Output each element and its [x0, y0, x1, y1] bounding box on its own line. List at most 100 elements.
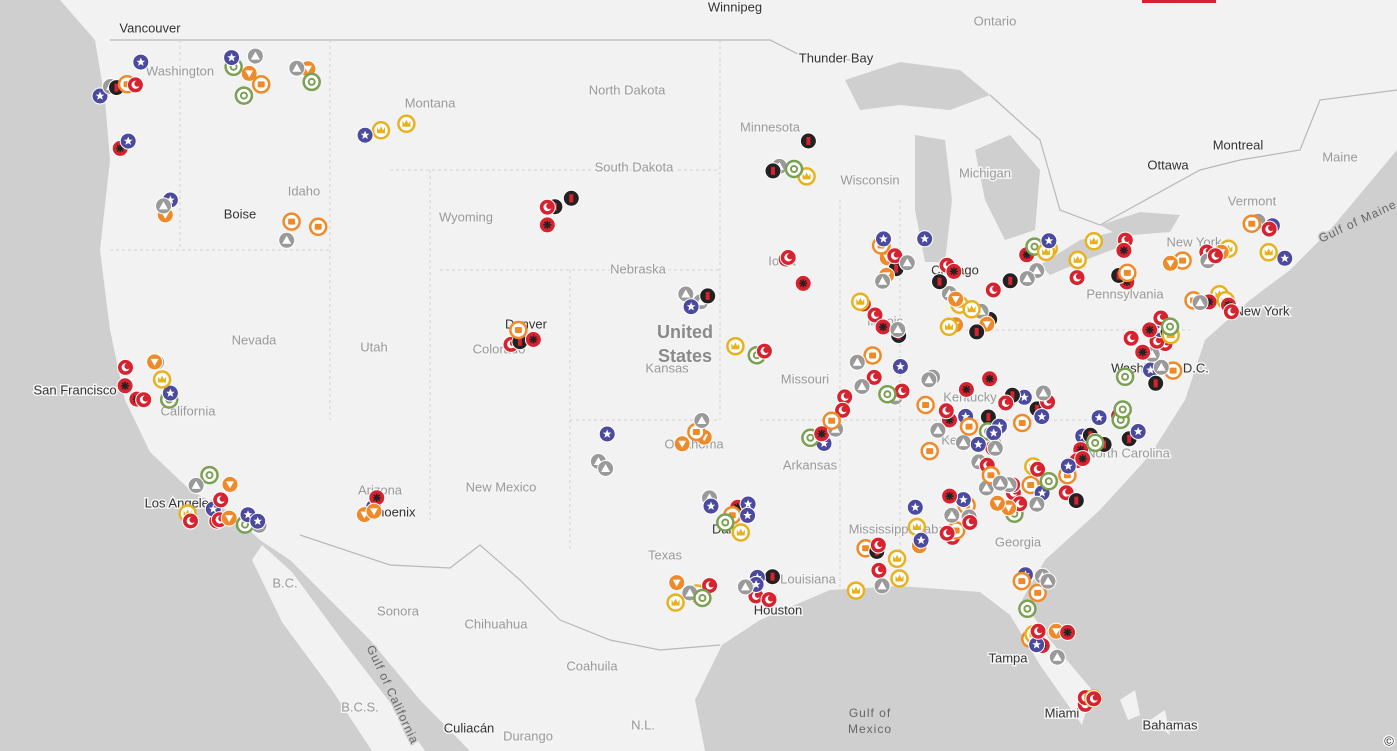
map-marker[interactable] — [984, 281, 1002, 299]
map-marker[interactable] — [91, 87, 109, 105]
map-marker[interactable] — [939, 317, 959, 337]
map-marker[interactable] — [682, 298, 700, 316]
map-marker[interactable] — [699, 287, 717, 305]
map-marker[interactable] — [870, 561, 888, 579]
map-marker[interactable] — [1141, 321, 1159, 339]
map-marker[interactable] — [878, 384, 897, 404]
map-marker[interactable] — [1191, 294, 1209, 312]
map-marker[interactable] — [920, 371, 938, 389]
map-marker[interactable] — [1122, 329, 1140, 347]
map-marker[interactable] — [538, 216, 556, 234]
map-marker[interactable] — [693, 412, 711, 429]
map-marker[interactable] — [702, 497, 720, 515]
map-marker[interactable] — [687, 422, 706, 442]
map-marker[interactable] — [891, 358, 909, 375]
map-marker[interactable] — [1259, 243, 1278, 262]
map-marker[interactable] — [739, 506, 757, 524]
map-marker[interactable] — [874, 318, 892, 336]
map-marker[interactable] — [920, 441, 939, 461]
map-marker[interactable] — [853, 378, 871, 395]
map-marker[interactable] — [1074, 450, 1092, 468]
map-marker[interactable] — [1113, 400, 1132, 419]
map-marker[interactable] — [308, 217, 328, 237]
map-marker[interactable] — [152, 370, 172, 389]
map-marker[interactable] — [986, 439, 1004, 457]
map-marker[interactable] — [985, 424, 1003, 442]
map-marker[interactable] — [961, 514, 979, 531]
map-marker[interactable] — [251, 75, 271, 94]
map-marker[interactable] — [1160, 317, 1180, 336]
map-marker[interactable] — [736, 578, 754, 596]
map-marker[interactable] — [869, 536, 887, 554]
map-marker[interactable] — [1085, 690, 1103, 708]
map-marker[interactable] — [912, 531, 930, 549]
map-marker[interactable] — [200, 465, 219, 485]
map-marker[interactable] — [146, 353, 164, 371]
map-marker[interactable] — [368, 489, 386, 507]
map-marker[interactable] — [1115, 367, 1135, 387]
map-marker[interactable] — [1242, 214, 1262, 233]
map-marker[interactable] — [1222, 303, 1240, 321]
map-marker[interactable] — [794, 274, 812, 292]
map-marker[interactable] — [1118, 263, 1137, 283]
map-marker[interactable] — [764, 568, 781, 586]
map-marker[interactable] — [282, 212, 301, 231]
map-marker[interactable] — [945, 262, 963, 280]
map-marker[interactable] — [1012, 571, 1032, 591]
map-marker[interactable] — [916, 230, 934, 248]
map-marker[interactable] — [220, 509, 238, 527]
map-marker[interactable] — [249, 512, 267, 530]
map-marker[interactable] — [1028, 583, 1047, 603]
map-marker[interactable] — [1206, 247, 1224, 265]
map-marker[interactable] — [1059, 623, 1077, 641]
map-marker[interactable] — [1040, 232, 1058, 250]
map-marker[interactable] — [726, 336, 745, 356]
map-marker[interactable] — [1012, 413, 1032, 433]
map-marker[interactable] — [509, 320, 528, 340]
map-marker[interactable] — [371, 121, 391, 140]
map-marker[interactable] — [1018, 270, 1036, 288]
map-marker[interactable] — [731, 523, 751, 542]
map-marker[interactable] — [1021, 475, 1040, 495]
map-marker[interactable] — [234, 86, 254, 105]
map-marker[interactable] — [116, 377, 134, 395]
map-marker[interactable] — [598, 425, 616, 443]
map-marker[interactable] — [187, 476, 205, 494]
map-marker[interactable] — [132, 53, 150, 71]
map-marker[interactable] — [1001, 272, 1019, 290]
map-marker[interactable] — [302, 72, 321, 92]
map-marker[interactable] — [716, 513, 735, 532]
map-marker[interactable] — [1260, 220, 1278, 238]
map-marker[interactable] — [755, 342, 773, 360]
map-marker[interactable] — [890, 569, 909, 588]
map-marker[interactable] — [906, 498, 924, 516]
map-marker[interactable] — [941, 487, 959, 505]
map-marker[interactable] — [1276, 249, 1294, 267]
map-marker[interactable] — [969, 435, 987, 453]
map-marker[interactable] — [931, 273, 948, 291]
map-marker[interactable] — [929, 421, 947, 439]
map-marker[interactable] — [893, 382, 911, 400]
map-marker[interactable] — [1147, 374, 1165, 392]
map-marker[interactable] — [278, 231, 296, 249]
map-marker[interactable] — [1033, 408, 1051, 426]
map-marker[interactable] — [848, 353, 866, 371]
map-marker[interactable] — [562, 189, 580, 207]
map-marker[interactable] — [799, 132, 817, 150]
map-marker[interactable] — [874, 272, 892, 290]
map-marker[interactable] — [666, 593, 685, 612]
map-marker[interactable] — [288, 59, 306, 77]
map-marker[interactable] — [1084, 232, 1104, 251]
map-marker[interactable] — [161, 384, 179, 402]
map-marker[interactable] — [126, 76, 144, 94]
map-marker[interactable] — [916, 395, 935, 415]
map-marker[interactable] — [365, 502, 383, 520]
map-marker[interactable] — [813, 425, 831, 443]
map-marker[interactable] — [866, 306, 884, 324]
map-marker[interactable] — [846, 581, 866, 600]
map-marker[interactable] — [957, 381, 975, 398]
map-marker[interactable] — [1068, 269, 1086, 287]
map-marker[interactable] — [356, 126, 374, 144]
map-marker[interactable] — [182, 512, 199, 530]
map-marker[interactable] — [212, 491, 230, 509]
